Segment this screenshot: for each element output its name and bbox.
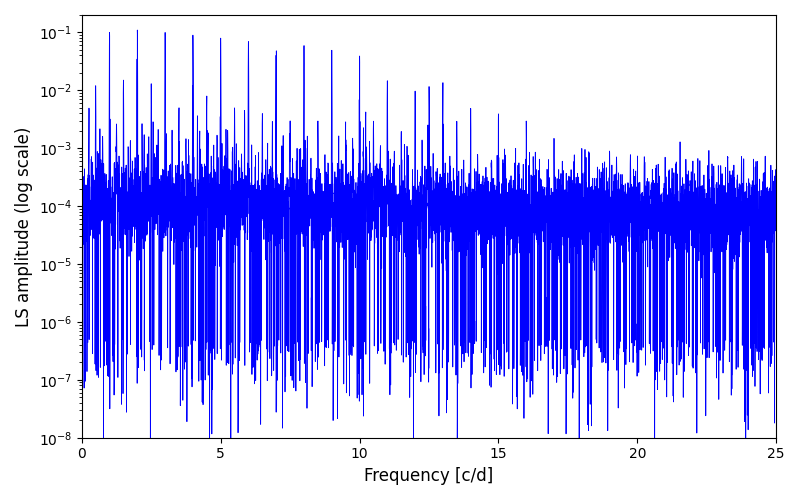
Y-axis label: LS amplitude (log scale): LS amplitude (log scale) (15, 126, 33, 326)
X-axis label: Frequency [c/d]: Frequency [c/d] (364, 467, 494, 485)
